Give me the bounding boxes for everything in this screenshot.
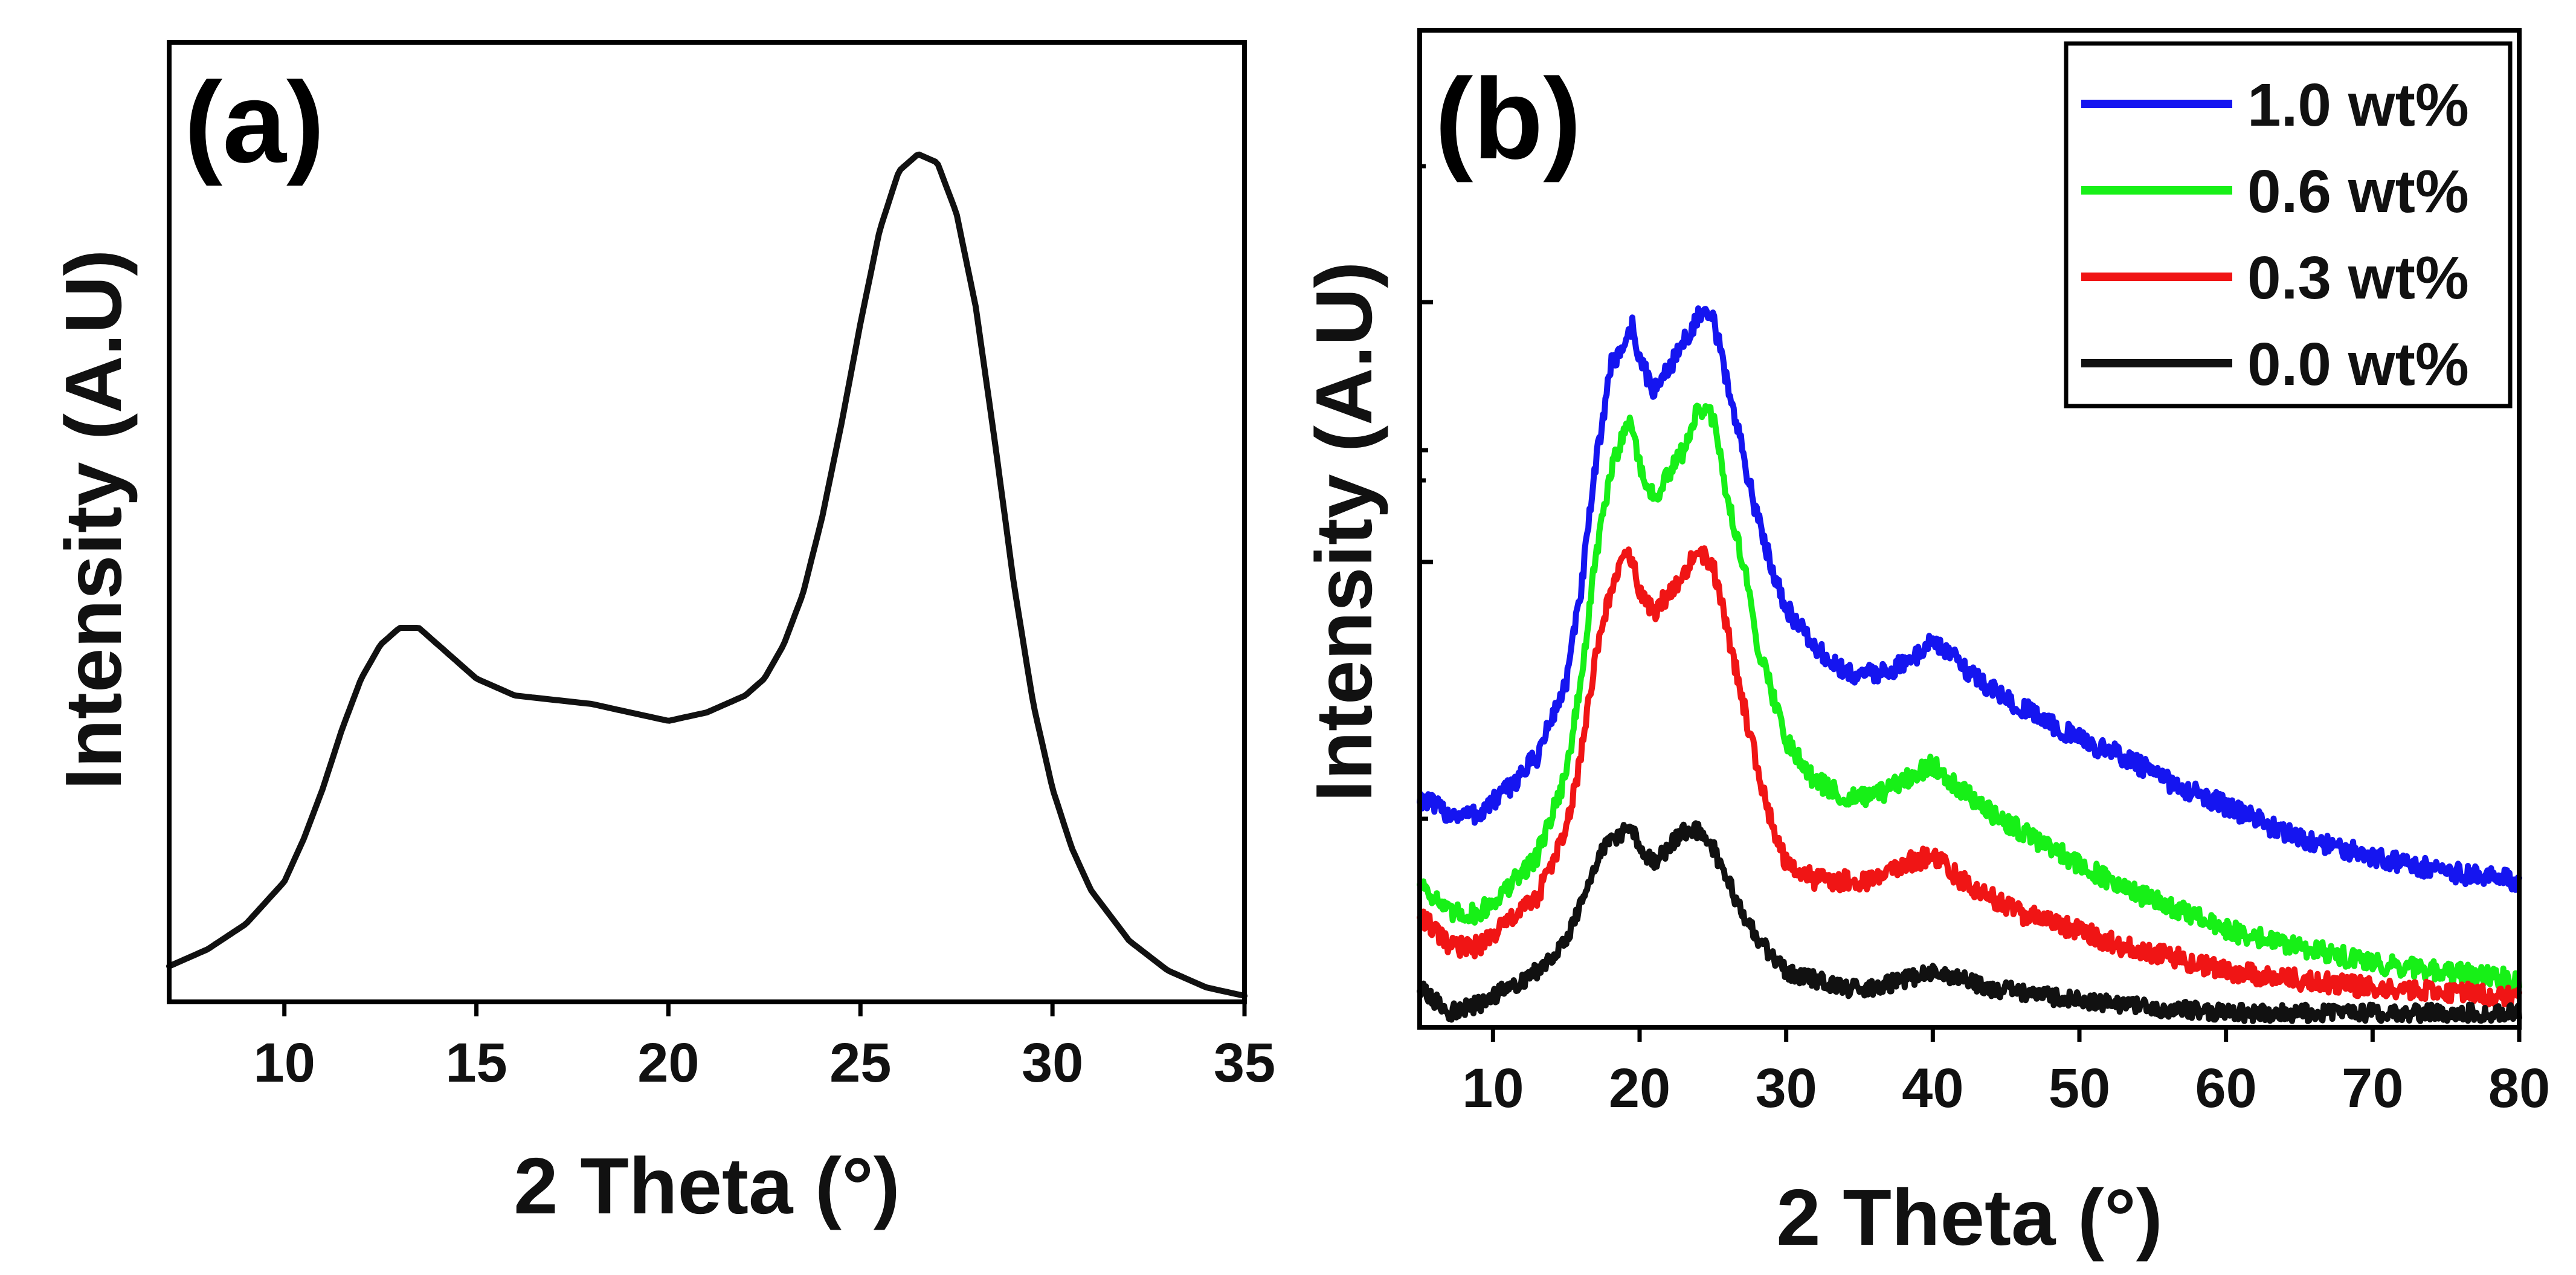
panel-b-frame — [1417, 28, 2522, 1030]
x-tick-label: 10 — [254, 1032, 315, 1094]
panel-b-legend: 1.0 wt% 0.6 wt% 0.3 wt% 0.0 wt% — [2064, 41, 2513, 408]
panel-a-y-axis-title: Intensity (A.U) — [49, 250, 138, 790]
panel-b-plot-area — [1417, 305, 2522, 1024]
x-tick-label: 60 — [2195, 1057, 2256, 1119]
x-tick-label: 20 — [637, 1032, 699, 1094]
series-line-0-3-wt — [1417, 545, 2522, 1008]
x-tick-label: 25 — [829, 1032, 891, 1094]
x-tick-label: 80 — [2488, 1057, 2550, 1119]
panel-b-y-ticks — [1420, 164, 1433, 1030]
legend-label: 0.3 wt% — [2247, 244, 2469, 312]
panel-a: 10 15 20 25 30 35 (a) 2 Theta (°) Intensity (… — [49, 40, 1275, 1230]
legend-entries: 1.0 wt% 0.6 wt% 0.3 wt% 0.0 wt% — [2081, 71, 2469, 398]
legend-label: 0.0 wt% — [2247, 331, 2469, 398]
x-tick-label: 35 — [1214, 1032, 1275, 1094]
x-tick-label: 30 — [1022, 1032, 1083, 1094]
panel-b: 10 20 30 40 50 60 70 80 (b) 2 Theta (°) Intensi… — [1299, 28, 2550, 1262]
series-line-0-6-wt — [1417, 402, 2522, 992]
panel-a-plot-area — [166, 151, 1248, 999]
x-tick-label: 15 — [445, 1032, 507, 1094]
series-line-1-0-wt — [1417, 305, 2522, 893]
x-tick-label: 30 — [1755, 1057, 1817, 1119]
panel-a-frame — [167, 40, 1247, 1004]
series-line-sample — [166, 151, 1248, 999]
x-tick-label: 40 — [1902, 1057, 1963, 1119]
panel-b-y-axis-title: Intensity (A.U) — [1299, 262, 1388, 802]
x-tick-label: 10 — [1462, 1057, 1524, 1119]
panel-a-x-ticks: 10 15 20 25 30 35 — [254, 1002, 1275, 1094]
panel-b-x-ticks: 10 20 30 40 50 60 70 80 — [1462, 1027, 2550, 1119]
panel-b-label: (b) — [1435, 55, 1582, 183]
x-tick-label: 20 — [1609, 1057, 1670, 1119]
series-line-0-0-wt — [1417, 820, 2522, 1024]
x-tick-label: 70 — [2342, 1057, 2403, 1119]
panel-b-x-axis-title: 2 Theta (°) — [1776, 1173, 2163, 1262]
legend-label: 1.0 wt% — [2247, 71, 2469, 139]
x-tick-label: 50 — [2049, 1057, 2110, 1119]
legend-label: 0.6 wt% — [2247, 158, 2469, 225]
panel-a-x-axis-title: 2 Theta (°) — [514, 1141, 900, 1230]
panel-a-label: (a) — [184, 59, 324, 187]
